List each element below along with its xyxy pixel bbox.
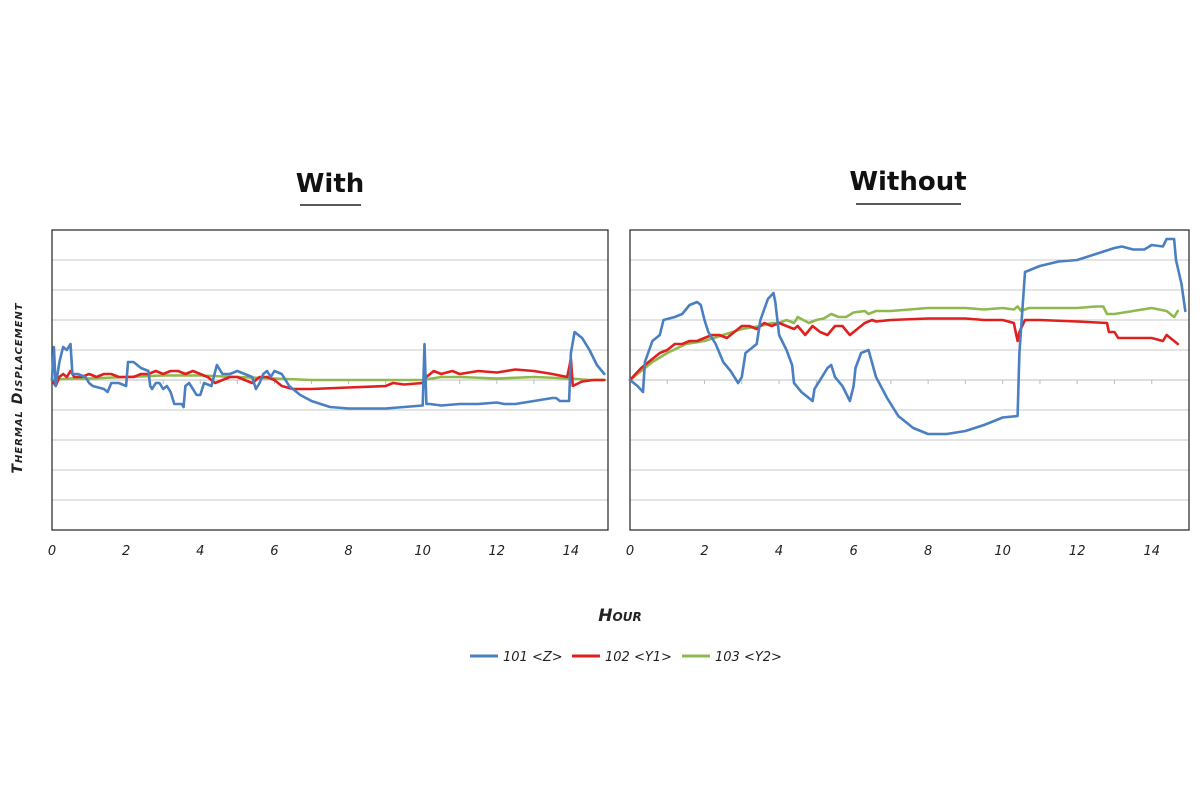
x-tick-label: 10: [414, 544, 431, 559]
chart-panel-with: With 0 2 4 6 8 10 12 14: [48, 169, 609, 559]
series-line-y2: [628, 305, 1180, 382]
legend-label-z: 101 <Z>: [503, 650, 563, 665]
chart-title: With: [296, 169, 365, 199]
x-tick-label: 8: [924, 544, 932, 559]
chart-panel-without: Without 0 2 4 6 8 10 12 14: [626, 167, 1190, 559]
series-line-z: [628, 237, 1187, 436]
series-line-y1: [628, 317, 1180, 382]
x-tick-label: 14: [1143, 544, 1160, 559]
legend: 101 <Z> 102 <Y1> 103 <Y2>: [470, 650, 782, 665]
x-tick-label: 8: [344, 544, 352, 559]
x-tick-label: 2: [700, 544, 708, 559]
x-tick-label: 14: [563, 544, 580, 559]
y-axis-title: Thermal Displacement: [10, 302, 26, 473]
x-tick-label: 12: [489, 544, 506, 559]
x-tick-label: 4: [775, 544, 783, 559]
series-line-z: [50, 330, 606, 410]
series-line-y1: [50, 357, 606, 391]
x-tick-label: 0: [48, 544, 56, 559]
x-tick-label: 0: [626, 544, 634, 559]
x-tick-label: 10: [994, 544, 1011, 559]
legend-label-y1: 102 <Y1>: [605, 650, 672, 665]
legend-label-y2: 103 <Y2>: [715, 650, 782, 665]
chart-title: Without: [849, 167, 966, 197]
x-tick-label: 6: [270, 544, 278, 559]
x-tick-label: 6: [849, 544, 857, 559]
x-tick-label: 4: [196, 544, 204, 559]
x-tick-label: 2: [122, 544, 130, 559]
x-axis-title: Hour: [598, 606, 641, 626]
x-tick-label: 12: [1069, 544, 1086, 559]
